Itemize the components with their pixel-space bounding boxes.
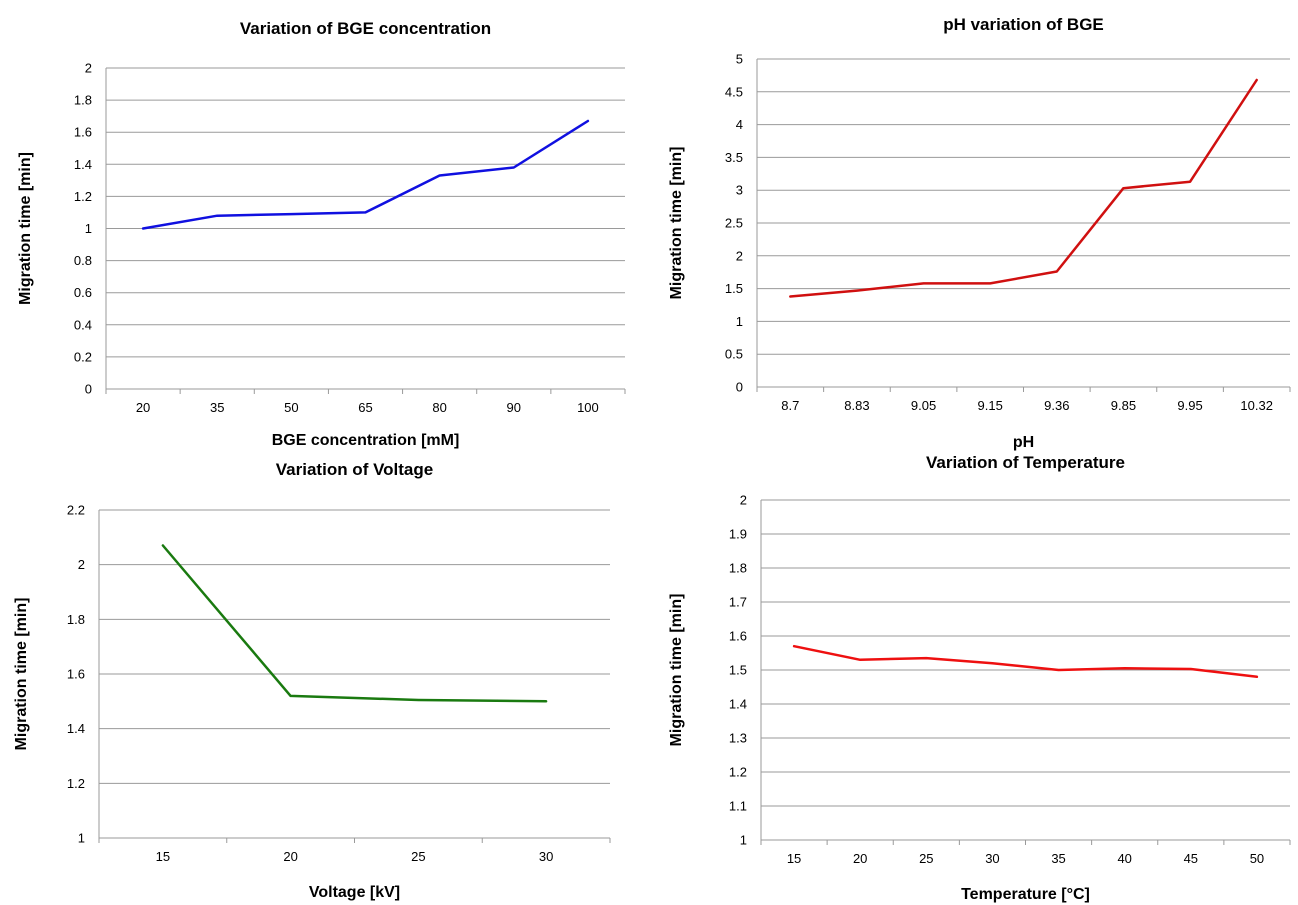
series-line: [789, 78, 1258, 298]
chart-1: Variation of BGE concentration 0 0.2 0.4 0.6…: [17, 19, 626, 449]
x-tick-label: 25: [411, 849, 425, 864]
series-line: [141, 119, 590, 230]
x-tick-label: 35: [1051, 851, 1065, 866]
chart-2: pH variation of BGE 0 0.5 1 1.5 2 2.5 3 3.5 4 4.5 5…: [668, 15, 1291, 451]
y-axis-label: Migration time [min]: [13, 598, 30, 751]
chart-title: pH variation of BGE: [943, 15, 1104, 34]
x-tick-label: 65: [358, 400, 372, 415]
y-tick-label: 1.8: [67, 612, 85, 627]
y-tick-label: 0: [85, 382, 92, 397]
x-tick-label: 8.83: [844, 398, 869, 413]
x-tick-label: 20: [136, 400, 150, 415]
y-tick-label: 4.5: [725, 84, 743, 99]
y-tick-label: 0.8: [74, 253, 92, 268]
x-tick-label: 45: [1184, 851, 1198, 866]
y-tick-label: 1.4: [729, 697, 747, 712]
y-tick-label: 0: [736, 380, 743, 395]
x-tick-label: 10.32: [1240, 398, 1273, 413]
y-tick-label: 1.6: [74, 125, 92, 140]
x-tick-label: 80: [432, 400, 446, 415]
series-line: [792, 644, 1259, 679]
chart-4: Variation of Temperature 1 1.1 1.2 1.3 1.4 1.5…: [668, 453, 1291, 903]
x-tick-label: 8.7: [781, 398, 799, 413]
y-tick-label: 1.8: [74, 93, 92, 108]
series-line: [161, 544, 548, 703]
y-tick-label: 2: [740, 493, 747, 508]
y-tick-label: 2.5: [725, 216, 743, 231]
y-tick-label: 1: [85, 221, 92, 236]
x-tick-label: 90: [507, 400, 521, 415]
y-tick-label: 1.9: [729, 527, 747, 542]
y-tick-label: 1.6: [729, 629, 747, 644]
x-tick-label: 30: [539, 849, 553, 864]
chart-title: Variation of BGE concentration: [240, 19, 491, 38]
y-tick-label: 2: [85, 61, 92, 76]
y-tick-label: 1.3: [729, 731, 747, 746]
x-tick-label: 9.05: [911, 398, 936, 413]
y-tick-label: 1.1: [729, 799, 747, 814]
y-tick-label: 1.2: [729, 765, 747, 780]
x-tick-label: 15: [156, 849, 170, 864]
y-tick-label: 0.6: [74, 285, 92, 300]
y-tick-label: 4: [736, 117, 743, 132]
x-axis-label: BGE concentration [mM]: [272, 432, 460, 449]
y-tick-label: 1.2: [74, 189, 92, 204]
y-tick-label: 1.2: [67, 776, 85, 791]
x-tick-label: 35: [210, 400, 224, 415]
y-tick-label: 2: [736, 248, 743, 263]
x-tick-label: 40: [1117, 851, 1131, 866]
y-tick-label: 0.2: [74, 349, 92, 364]
y-tick-label: 2: [78, 557, 85, 572]
y-tick-label: 1.6: [67, 667, 85, 682]
y-tick-label: 2.2: [67, 503, 85, 518]
y-tick-label: 1: [78, 831, 85, 846]
y-tick-label: 1.4: [67, 721, 85, 736]
y-tick-label: 3.5: [725, 150, 743, 165]
x-tick-label: 25: [919, 851, 933, 866]
x-tick-label: 20: [283, 849, 297, 864]
y-tick-label: 1: [740, 833, 747, 848]
chart-3: Variation of Voltage 1 1.2 1.4 1.6 1.8 2 2.2 15 2…: [13, 460, 611, 901]
x-tick-label: 9.95: [1177, 398, 1202, 413]
y-tick-label: 1: [736, 314, 743, 329]
y-tick-label: 1.5: [729, 663, 747, 678]
y-tick-label: 3: [736, 183, 743, 198]
y-tick-label: 1.8: [729, 561, 747, 576]
x-tick-label: 20: [853, 851, 867, 866]
y-axis-label: Migration time [min]: [668, 147, 685, 300]
y-axis-label: Migration time [min]: [17, 152, 34, 305]
y-tick-label: 0.5: [725, 347, 743, 362]
x-tick-label: 9.15: [978, 398, 1003, 413]
x-tick-label: 9.85: [1111, 398, 1136, 413]
chart-title: Variation of Temperature: [926, 453, 1125, 472]
y-tick-label: 1.4: [74, 157, 92, 172]
y-axis-label: Migration time [min]: [668, 594, 685, 747]
x-tick-label: 100: [577, 400, 599, 415]
y-tick-label: 1.7: [729, 595, 747, 610]
y-tick-label: 1.5: [725, 281, 743, 296]
x-tick-label: 50: [284, 400, 298, 415]
x-axis-label: Temperature [°C]: [961, 886, 1090, 903]
x-tick-label: 9.36: [1044, 398, 1069, 413]
x-axis-label: pH: [1013, 434, 1034, 451]
y-tick-label: 5: [736, 52, 743, 67]
x-tick-label: 50: [1250, 851, 1264, 866]
x-tick-label: 30: [985, 851, 999, 866]
x-tick-label: 15: [787, 851, 801, 866]
chart-title: Variation of Voltage: [276, 460, 433, 479]
y-tick-label: 0.4: [74, 317, 92, 332]
x-axis-label: Voltage [kV]: [309, 884, 400, 901]
